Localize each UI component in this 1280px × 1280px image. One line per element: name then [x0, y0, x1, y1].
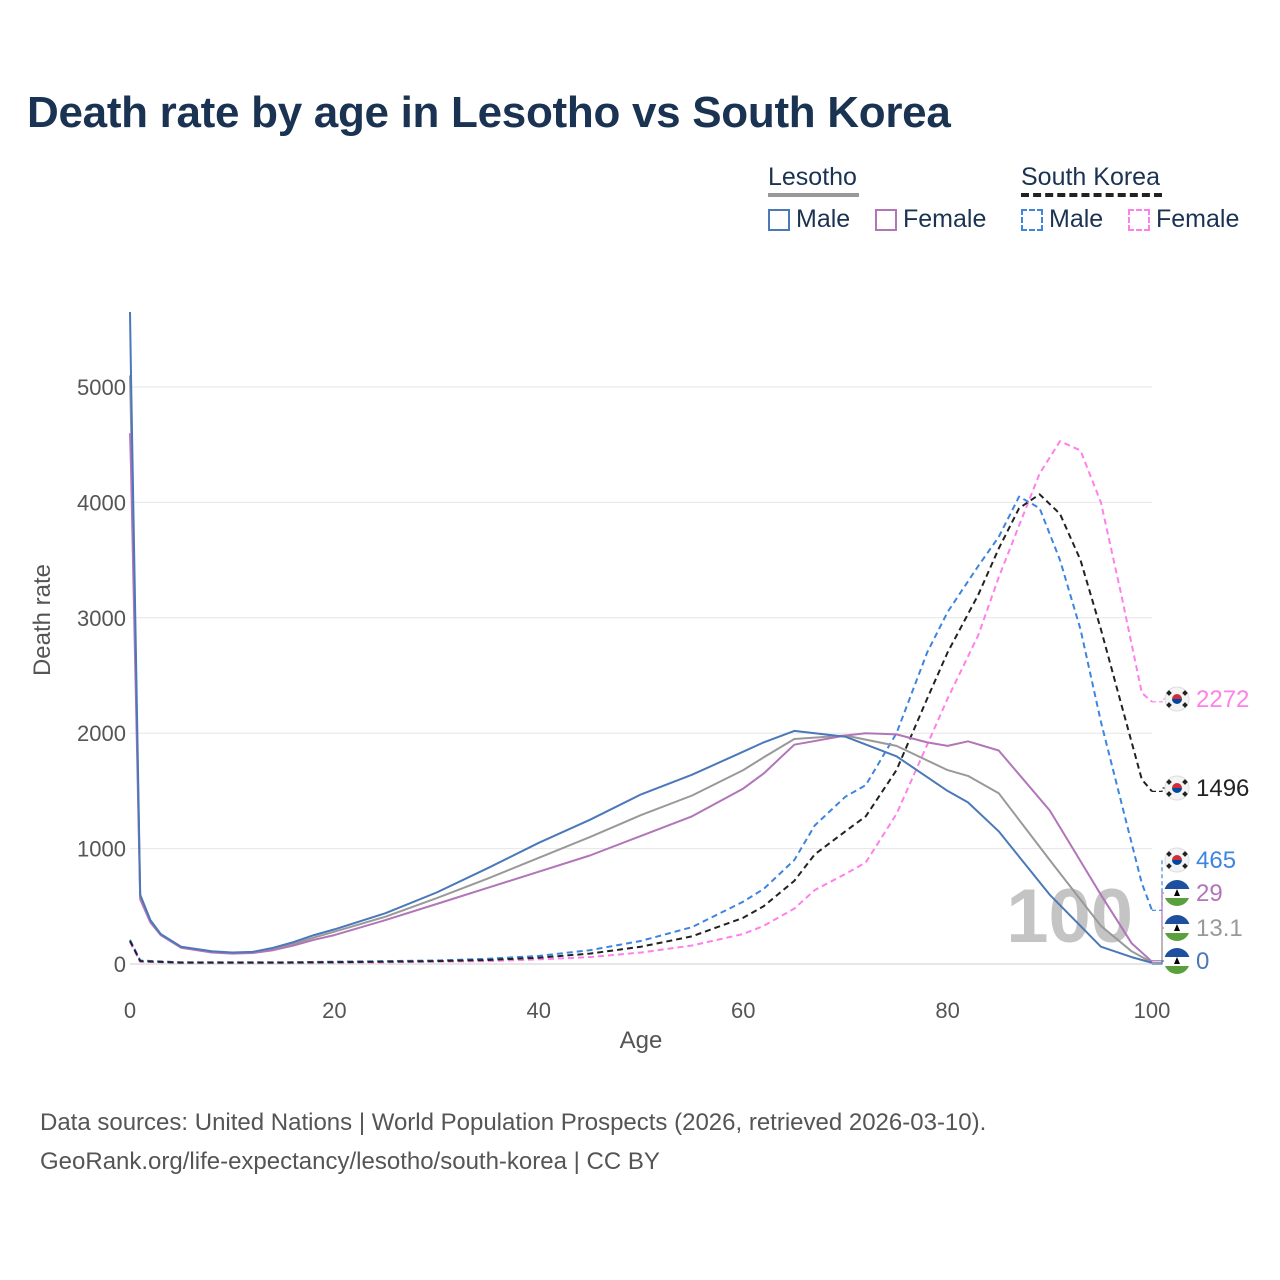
watermark-year: 100	[1006, 874, 1133, 959]
axis-layer: 0 1000 2000 3000 4000 5000 0 20 40 60 80 100	[77, 375, 1170, 1023]
series-line-south-korea-both	[129, 493, 1153, 964]
x-tick-label: 0	[124, 998, 136, 1023]
flag-stripes	[1164, 948, 1190, 974]
x-axis-title: Age	[620, 1027, 663, 1054]
x-tick-label: 60	[731, 998, 755, 1023]
legend-group-lesotho: Lesotho	[768, 163, 857, 191]
flag-stripe-blue	[1164, 915, 1190, 924]
x-tick-label: 100	[1134, 998, 1171, 1023]
y-tick-label: 4000	[77, 490, 126, 515]
flag-stripes	[1164, 915, 1190, 941]
source-line-2: GeoRank.org/life-expectancy/lesotho/sout…	[40, 1148, 660, 1175]
x-tick-label: 40	[527, 998, 551, 1023]
flag-trigram	[1166, 702, 1172, 708]
flag-stripe-green	[1164, 898, 1190, 906]
flag-stripe-green	[1164, 966, 1190, 974]
legend-item-lesotho-male[interactable]: Male	[768, 205, 850, 234]
flag-trigram	[1182, 779, 1188, 785]
flag-stripe-blue	[1164, 948, 1190, 957]
flag-taegeuk-top	[1172, 783, 1182, 788]
lesotho-flag-icon	[1164, 948, 1190, 974]
flag-trigram	[1182, 863, 1188, 869]
south-korea-flag-icon	[1164, 775, 1190, 801]
flag-taegeuk-bottom	[1172, 788, 1182, 793]
end-label-value: 29	[1196, 880, 1223, 907]
end-label-connector	[1152, 787, 1166, 793]
end-label-value: 13.1	[1196, 915, 1243, 942]
flag-trigram	[1166, 690, 1172, 696]
flag-trigram	[1182, 791, 1188, 797]
flag-taegeuk-top	[1172, 855, 1182, 860]
y-tick-label: 3000	[77, 606, 126, 631]
legend-swatch	[1021, 208, 1043, 231]
series-layer	[129, 311, 1153, 964]
legend-swatch	[1128, 208, 1150, 231]
series-line-lesotho-male	[129, 311, 1153, 964]
flag-stripes	[1164, 880, 1190, 906]
legend-item-label: Female	[1156, 205, 1240, 233]
legend-swatch	[768, 208, 790, 231]
end-labels: 2272 1496 465 29 13.1 0	[1152, 686, 1249, 975]
legend-item-south-korea-female[interactable]: Female	[1128, 205, 1239, 234]
flag-taegeuk-top	[1172, 694, 1182, 699]
flag-taegeuk-bottom	[1172, 860, 1182, 865]
y-tick-label: 5000	[77, 375, 126, 400]
flag-hat	[1174, 924, 1180, 931]
flag-trigram	[1182, 690, 1188, 696]
south-korea-flag-icon	[1164, 686, 1190, 712]
series-line-lesotho-both	[129, 375, 1153, 964]
y-tick-label: 0	[114, 952, 126, 977]
legend-swatch	[875, 208, 897, 231]
x-tick-label: 20	[322, 998, 346, 1023]
flag-trigram	[1166, 779, 1172, 785]
legend-item-label: Male	[1049, 205, 1104, 233]
lesotho-flag-icon	[1164, 915, 1190, 941]
end-label-connector	[1152, 698, 1166, 703]
end-label-value: 465	[1196, 847, 1236, 874]
legend-item-label: Male	[796, 205, 851, 233]
flag-taegeuk-bottom	[1172, 699, 1182, 704]
end-label-value: 2272	[1196, 686, 1249, 713]
x-tick-label: 80	[935, 998, 959, 1023]
legend-item-label: Female	[903, 205, 987, 233]
flag-hat	[1174, 957, 1180, 964]
series-line-south-korea-male	[129, 495, 1153, 964]
flag-trigram	[1166, 791, 1172, 797]
legend-item-lesotho-female[interactable]: Female	[875, 205, 986, 234]
y-tick-label: 1000	[77, 837, 126, 862]
end-label-connector	[1152, 892, 1166, 962]
flag-trigram	[1182, 851, 1188, 857]
y-axis-title: Death rate	[29, 564, 56, 676]
legend-group-lesotho-underline	[768, 193, 859, 197]
end-label-connector	[1152, 859, 1166, 911]
series-line-lesotho-female	[129, 433, 1153, 963]
flag-trigram	[1166, 851, 1172, 857]
flag-stripe-blue	[1164, 880, 1190, 889]
series-line-south-korea-female	[129, 440, 1153, 964]
flag-trigram	[1182, 702, 1188, 708]
legend-group-south-korea-underline	[1021, 193, 1162, 197]
source-line-1: Data sources: United Nations | World Pop…	[40, 1109, 987, 1136]
y-tick-label: 2000	[77, 721, 126, 746]
legend-item-south-korea-male[interactable]: Male	[1021, 205, 1103, 234]
grid-layer	[130, 386, 1152, 965]
legend-group-south-korea: South Korea	[1021, 163, 1160, 191]
chart-title: Death rate by age in Lesotho vs South Ko…	[27, 88, 951, 137]
end-label-value: 0	[1196, 948, 1209, 975]
flag-trigram	[1166, 863, 1172, 869]
flag-hat	[1174, 889, 1180, 896]
south-korea-flag-icon	[1164, 847, 1190, 873]
flag-stripe-green	[1164, 933, 1190, 941]
lesotho-flag-icon	[1164, 880, 1190, 906]
end-label-connector	[1152, 927, 1166, 964]
end-label-value: 1496	[1196, 775, 1249, 802]
